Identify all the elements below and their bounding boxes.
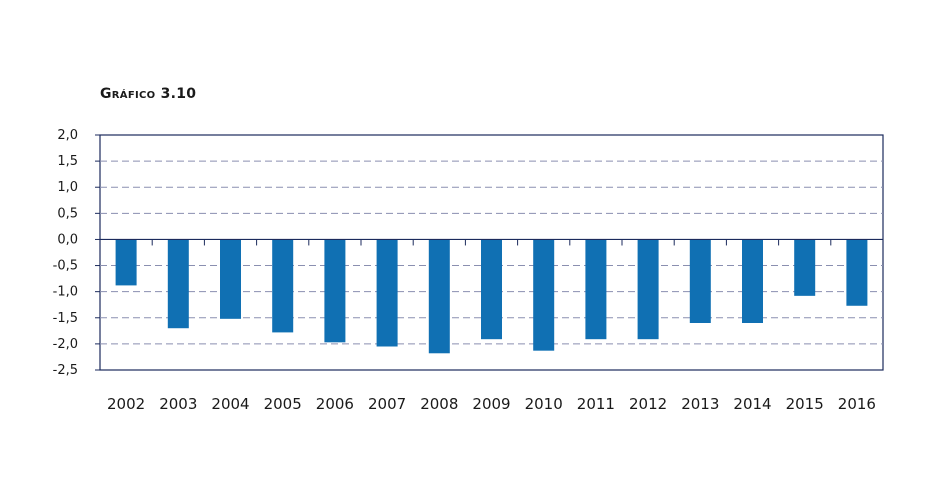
y-tick-label: -1,0: [53, 285, 78, 300]
x-axis: 2002 2003 2004 2005 2006 2007 2008 2009 2010 2011…: [107, 395, 876, 413]
bar: [481, 239, 502, 340]
bar: [689, 239, 711, 323]
y-tick-label: -1,5: [53, 311, 78, 326]
bar: [167, 239, 189, 329]
x-tick-label: 2005: [264, 395, 302, 413]
y-axis: 2,0 1,5 1,0 0,5 0,0 -0,5 -1,0 -1,5 -2,0 -2,5: [53, 128, 100, 378]
x-tick-label: 2015: [786, 395, 824, 413]
x-tick-label: 2004: [211, 395, 249, 413]
x-tick-label: 2016: [838, 395, 876, 413]
y-tick-label: 2,0: [57, 128, 78, 143]
x-tick-label: 2012: [629, 395, 667, 413]
y-tick-label: 0,5: [57, 206, 78, 221]
chart-title: Gráfico 3.10: [100, 86, 197, 102]
x-tick-label: 2010: [525, 395, 563, 413]
y-tick-label: 1,0: [57, 180, 78, 195]
x-tick-label: 2014: [733, 395, 771, 413]
x-tick-label: 2013: [681, 395, 719, 413]
plot-area-frame: [99, 134, 884, 371]
bar: [376, 239, 398, 347]
bar: [533, 239, 555, 351]
x-tick-label: 2002: [107, 395, 145, 413]
bars: [115, 239, 868, 354]
bar: [742, 239, 763, 323]
x-tick-label: 2007: [368, 395, 406, 413]
bar: [115, 239, 137, 286]
y-tick-label: 1,5: [57, 154, 78, 169]
x-tick-label: 2009: [472, 395, 510, 413]
bar: [794, 239, 816, 296]
bar: [324, 239, 346, 343]
x-tick-label: 2003: [159, 395, 197, 413]
y-tick-label: -2,0: [53, 337, 78, 352]
bar: [637, 239, 659, 340]
x-tick-label: 2008: [420, 395, 458, 413]
x-tick-label: 2011: [577, 395, 615, 413]
y-tick-label: -2,5: [53, 363, 78, 378]
bar: [428, 239, 450, 354]
y-tick-label: 0,0: [57, 232, 78, 247]
y-tick-label: -0,5: [53, 259, 78, 274]
bar: [220, 239, 241, 319]
bar: [585, 239, 607, 340]
bar: [272, 239, 294, 333]
bar: [846, 239, 868, 306]
x-tick-label: 2006: [316, 395, 354, 413]
x-ticks: [151, 239, 832, 246]
